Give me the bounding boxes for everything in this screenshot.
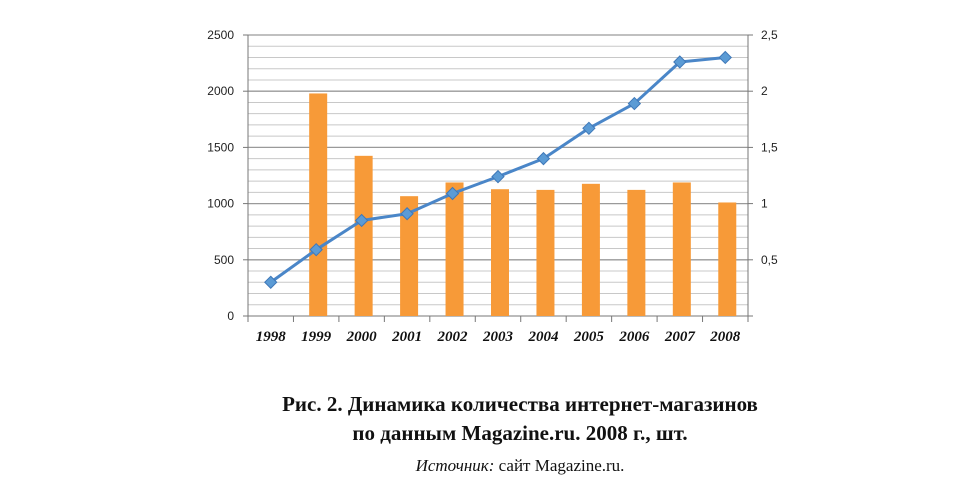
x-tick-label: 2000 bbox=[346, 329, 378, 345]
data-point-marker bbox=[673, 55, 687, 69]
bar bbox=[354, 155, 373, 316]
bar bbox=[491, 189, 509, 316]
right-tick-label: 1 bbox=[761, 197, 768, 211]
caption-line-2: по данным Magazine.ru. 2008 г., шт. bbox=[352, 421, 688, 445]
data-point-marker bbox=[536, 151, 551, 166]
source-note: Источник: сайт Magazine.ru. bbox=[0, 456, 965, 476]
right-tick-label: 2,5 bbox=[761, 28, 778, 42]
bar bbox=[672, 182, 691, 316]
chart: 0 500 1000 1500 2000 2500 0,5 1 1,5 2 2,5 1998 1999 2… bbox=[207, 28, 778, 345]
bar bbox=[445, 182, 464, 316]
right-tick-label: 0,5 bbox=[761, 253, 778, 267]
x-tick-label: 1999 bbox=[301, 329, 332, 345]
bar bbox=[581, 183, 600, 316]
data-point-marker bbox=[400, 207, 414, 221]
bar bbox=[400, 196, 419, 316]
data-point-marker bbox=[718, 50, 732, 65]
x-tick-label: 2006 bbox=[618, 329, 650, 345]
caption-line-1: Рис. 2. Динамика количества интернет-маг… bbox=[282, 392, 758, 416]
x-tick-label: 2008 bbox=[709, 329, 741, 345]
bar bbox=[718, 202, 737, 316]
data-point-marker bbox=[354, 213, 369, 228]
x-tick-label: 2007 bbox=[664, 329, 696, 345]
left-tick-label: 1000 bbox=[207, 197, 234, 211]
bar bbox=[536, 189, 555, 316]
source-text: сайт Magazine.ru. bbox=[494, 456, 625, 475]
data-point-marker bbox=[309, 242, 323, 257]
x-tick-label: 2003 bbox=[482, 329, 514, 345]
x-tick-label: 1998 bbox=[256, 329, 287, 345]
right-tick-label: 2 bbox=[761, 84, 768, 98]
bar bbox=[309, 93, 328, 316]
x-tick-label: 2002 bbox=[437, 329, 469, 345]
x-tick-label: 2005 bbox=[573, 329, 605, 345]
data-point-marker bbox=[582, 121, 596, 135]
data-point-marker bbox=[491, 169, 505, 184]
left-tick-label: 0 bbox=[227, 309, 234, 323]
left-tick-label: 2500 bbox=[207, 28, 234, 42]
data-point-marker bbox=[445, 186, 460, 201]
left-tick-label: 2000 bbox=[207, 84, 234, 98]
bar bbox=[627, 189, 646, 316]
right-tick-label: 1,5 bbox=[761, 140, 778, 154]
data-point-marker bbox=[264, 275, 278, 289]
left-tick-label: 500 bbox=[214, 253, 234, 267]
x-tick-label: 2001 bbox=[391, 329, 422, 345]
source-label: Источник: bbox=[415, 456, 495, 475]
data-point-marker bbox=[627, 96, 642, 111]
left-tick-label: 1500 bbox=[207, 140, 234, 154]
x-tick-label: 2004 bbox=[527, 329, 559, 345]
